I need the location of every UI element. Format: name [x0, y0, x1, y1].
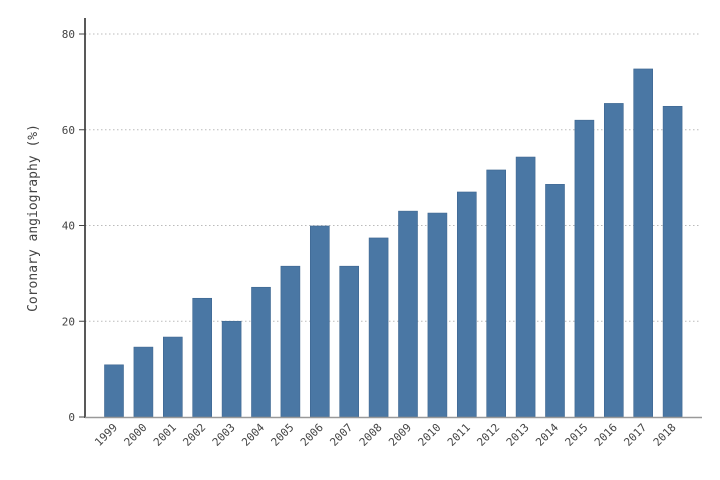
- x-tick-label: 2004: [239, 421, 267, 449]
- x-tick-label: 2001: [151, 421, 179, 449]
- bar-2005: [280, 265, 301, 418]
- x-tick-label: 2003: [210, 421, 238, 449]
- bar-2011: [456, 191, 477, 418]
- bar-2007: [339, 265, 360, 418]
- bar-2006: [309, 225, 330, 418]
- bar-2015: [574, 119, 595, 418]
- bar-2009: [398, 210, 418, 418]
- bar-2000: [133, 346, 154, 418]
- x-tick-label: 2009: [386, 421, 414, 449]
- bar-2004: [251, 286, 271, 418]
- x-tick-label: 1999: [92, 421, 120, 449]
- bar-2002: [192, 297, 212, 418]
- x-tick-label: 2013: [504, 421, 532, 449]
- y-tick-label: 0: [68, 411, 75, 424]
- y-tick-label: 20: [62, 315, 75, 328]
- bar-2017: [633, 68, 654, 418]
- bar-2018: [662, 105, 683, 418]
- x-tick-label: 2015: [563, 421, 591, 449]
- x-tick-label: 2018: [651, 421, 679, 449]
- y-tick-labels: 0 20 40 60 80: [62, 28, 85, 424]
- bar-1999: [104, 364, 124, 418]
- x-tick-labels: 1999 2000 2001 2002 2003 2004 2005 2006 2007 2008…: [92, 421, 679, 449]
- bar-2014: [545, 184, 565, 418]
- bar-2016: [603, 103, 624, 418]
- bar-2003: [221, 320, 242, 418]
- y-axis-label: Coronary angiography (%): [26, 124, 41, 312]
- y-tick-label: 40: [62, 220, 75, 233]
- bar-2012: [486, 169, 507, 418]
- x-tick-label: 2007: [327, 421, 355, 449]
- x-tick-label: 2000: [122, 421, 150, 449]
- x-tick-label: 2016: [592, 421, 620, 449]
- x-tick-label: 2010: [416, 421, 444, 449]
- bar-2010: [427, 212, 448, 418]
- x-tick-label: 2012: [474, 421, 502, 449]
- bar-2013: [515, 156, 536, 418]
- x-tick-label: 2005: [269, 421, 297, 449]
- x-tick-label: 2014: [533, 421, 561, 449]
- bars: [104, 68, 683, 418]
- x-tick-label: 2011: [445, 421, 473, 449]
- bar-2008: [368, 237, 389, 418]
- x-tick-label: 2017: [621, 421, 649, 449]
- bar-2001: [163, 336, 183, 418]
- gridlines: [85, 33, 700, 322]
- y-tick-label: 80: [62, 28, 75, 41]
- x-tick-label: 2008: [357, 421, 385, 449]
- y-tick-label: 60: [62, 124, 75, 137]
- x-tick-label: 2006: [298, 421, 326, 449]
- x-tick-label: 2002: [180, 421, 208, 449]
